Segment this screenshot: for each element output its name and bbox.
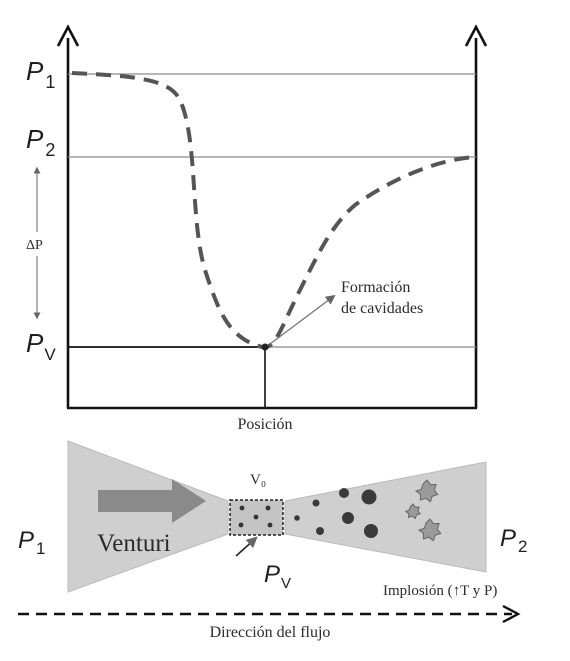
- delta-p-label: ΔP: [26, 238, 43, 253]
- p1-label-sub: 1: [45, 72, 55, 92]
- outlet-pressure-main: P: [500, 525, 516, 552]
- throat-pointer-arrow: [235, 536, 258, 557]
- p2-label-main: P: [26, 124, 44, 154]
- annotation-line-2: de cavidades: [341, 300, 423, 317]
- growing-bubble: [339, 488, 349, 498]
- flow-direction-arrowhead: [502, 604, 521, 624]
- throat-bubble: [238, 522, 244, 528]
- implosion-label: Implosión (↑T y P): [383, 583, 497, 599]
- converging-section: [67, 440, 229, 593]
- pv-label-sub: V: [44, 345, 56, 364]
- growing-bubble: [342, 512, 354, 524]
- pv-label: PV: [26, 328, 56, 364]
- throat-pressure-label: PV: [264, 561, 291, 592]
- inlet-pressure-main: P: [18, 527, 34, 554]
- implosion-star: [404, 503, 422, 520]
- p1-label-main: P: [26, 56, 44, 86]
- growing-bubble: [294, 515, 300, 521]
- x-axis-label: Posición: [237, 416, 292, 433]
- growing-bubble: [364, 524, 378, 538]
- implosion-star: [414, 479, 439, 503]
- growing-bubble: [316, 527, 324, 535]
- annotation-line-1: Formación: [341, 279, 410, 296]
- flow-direction-label: Dirección del flujo: [210, 624, 331, 641]
- flow-arrow: [98, 479, 206, 523]
- diverging-section: [284, 461, 487, 573]
- p2-label-sub: 2: [45, 140, 55, 160]
- annotation-arrow: [269, 294, 336, 345]
- cavitation-point: [261, 343, 269, 351]
- throat-bubble: [253, 514, 259, 520]
- growing-bubble: [361, 489, 377, 505]
- left-axis-arrowhead: [56, 24, 80, 47]
- throat-bubble: [265, 505, 271, 511]
- growing-bubble: [312, 499, 320, 507]
- inlet-pressure-sub: 1: [36, 539, 45, 558]
- throat-bubble: [267, 522, 273, 528]
- implosion-star: [417, 518, 442, 542]
- outlet-pressure-sub: 2: [518, 537, 527, 556]
- throat-pressure-main: P: [264, 561, 280, 588]
- throat-pressure-sub: V: [281, 575, 291, 592]
- throat-volume-label: V₀: [250, 472, 266, 488]
- throat-bubble: [239, 505, 245, 511]
- pv-label-main: P: [26, 328, 44, 358]
- right-axis-arrowhead: [464, 24, 488, 47]
- tube-label: Venturi: [97, 530, 171, 557]
- pressure-curve: [71, 71, 475, 350]
